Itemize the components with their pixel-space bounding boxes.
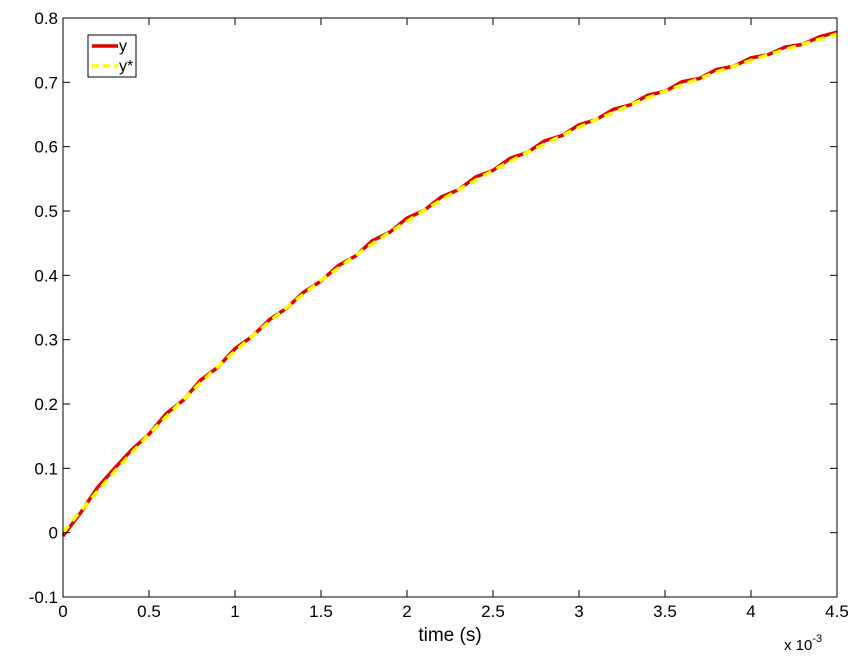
x-tick-label: 1 [230,602,239,621]
x-axis-label: time (s) [418,625,481,646]
x-multiplier: x 10-3 [784,633,822,654]
legend-label: y [119,38,127,55]
x-tick-label: 4 [746,602,755,621]
x-tick-label: 4.5 [825,602,849,621]
y-tick-label: 0.7 [34,73,58,92]
y-tick-label: 0.2 [34,395,58,414]
x-multiplier-exponent: -3 [812,633,822,645]
y-tick-label: 0.8 [34,9,58,28]
x-tick-label: 2.5 [481,602,505,621]
y-tick-label: 0.1 [34,459,58,478]
legend-label: y* [119,58,133,75]
x-tick-label: 0 [58,602,67,621]
series-line [61,32,838,534]
x-tick-label: 3.5 [653,602,677,621]
x-multiplier-base: x 10 [784,637,812,654]
y-tick-label: 0.3 [34,331,58,350]
y-tick-label: 0 [49,524,58,543]
y-tick-label: 0.5 [34,202,58,221]
y-tick-label: -0.1 [29,588,58,607]
x-tick-label: 0.5 [137,602,161,621]
y-tick-label: 0.4 [34,266,58,285]
x-tick-label: 3 [574,602,583,621]
plot-frame [62,17,838,598]
x-tick-label: 2 [402,602,411,621]
x-tick-label: 1.5 [309,602,333,621]
legend-box [87,34,137,78]
y-tick-label: 0.6 [34,138,58,157]
